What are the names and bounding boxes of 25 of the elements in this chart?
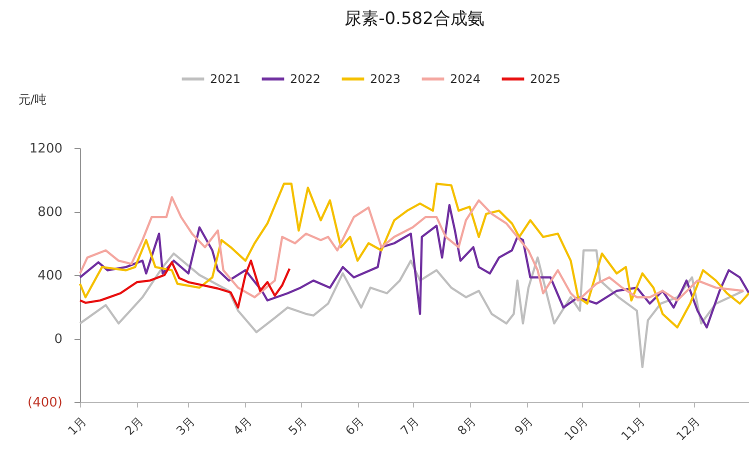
x-tick-label: 3月 bbox=[174, 414, 198, 438]
chart-title: 尿素-0.582合成氨 bbox=[344, 9, 484, 29]
legend-label: 2025 bbox=[530, 72, 561, 86]
legend-label: 2021 bbox=[210, 72, 241, 86]
x-tick-label: 8月 bbox=[454, 414, 479, 438]
x-tick-label: 9月 bbox=[512, 414, 536, 438]
legend-label: 2024 bbox=[450, 72, 481, 86]
y-tick-label: 800 bbox=[38, 205, 62, 220]
x-tick-label: 2月 bbox=[122, 414, 146, 438]
line-series bbox=[78, 260, 291, 309]
x-tick-label: 4月 bbox=[230, 414, 254, 438]
x-tick-label: 6月 bbox=[342, 414, 367, 438]
y-tick-label: (400) bbox=[28, 396, 62, 410]
x-tick-label: 5月 bbox=[286, 414, 310, 438]
legend-label: 2023 bbox=[370, 72, 401, 86]
y-tick-label: 1200 bbox=[29, 142, 62, 156]
x-tick-label: 1月 bbox=[65, 414, 89, 438]
x-tick-label: 12月 bbox=[674, 414, 703, 444]
x-tick-label: 10月 bbox=[562, 414, 591, 444]
x-tick-label: 7月 bbox=[398, 414, 422, 438]
y-tick-label: 0 bbox=[54, 332, 62, 347]
legend-label: 2022 bbox=[290, 72, 321, 86]
y-tick-label: 400 bbox=[38, 268, 62, 284]
x-tick-label: 11月 bbox=[618, 414, 648, 444]
y-axis-title: 元/吨 bbox=[18, 92, 47, 106]
